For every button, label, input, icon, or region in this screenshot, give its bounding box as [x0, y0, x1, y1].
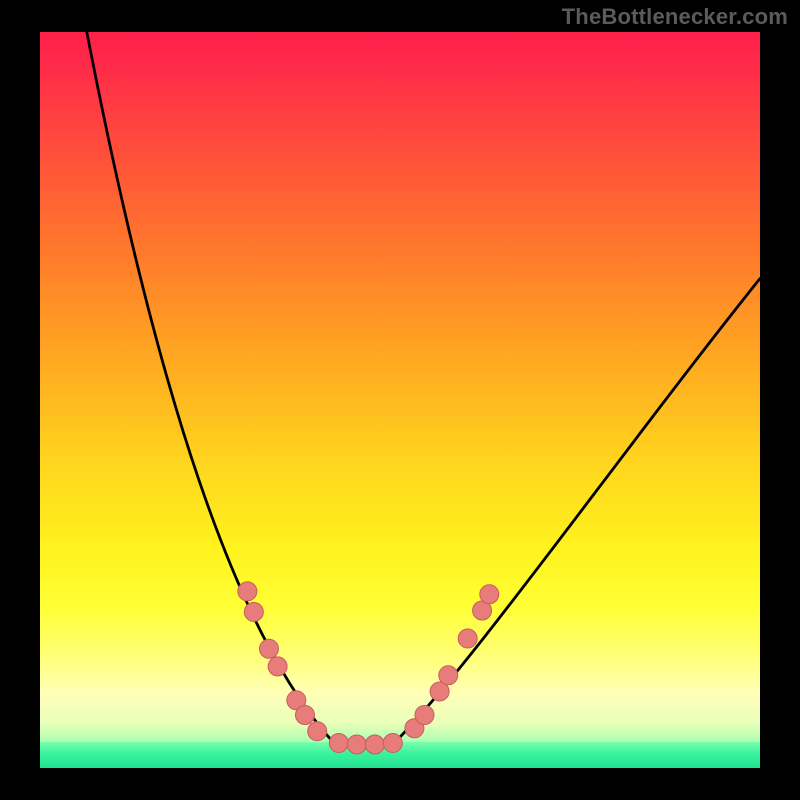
curve-marker	[238, 582, 257, 601]
curve-marker	[458, 629, 477, 648]
stage: TheBottlenecker.com	[0, 0, 800, 800]
v-curve-overlay	[40, 32, 760, 768]
curve-marker	[268, 657, 287, 676]
curve-marker	[415, 706, 434, 725]
curve-marker	[329, 733, 348, 752]
curve-marker	[308, 722, 327, 741]
plot-area	[40, 32, 760, 768]
bottleneck-v-curve	[87, 32, 760, 744]
curve-marker	[347, 735, 366, 754]
curve-marker	[244, 602, 263, 621]
curve-marker	[383, 733, 402, 752]
curve-marker	[365, 735, 384, 754]
watermark-label: TheBottlenecker.com	[562, 4, 788, 30]
curve-marker	[439, 666, 458, 685]
curve-marker	[295, 706, 314, 725]
curve-marker	[259, 639, 278, 658]
curve-marker	[480, 585, 499, 604]
